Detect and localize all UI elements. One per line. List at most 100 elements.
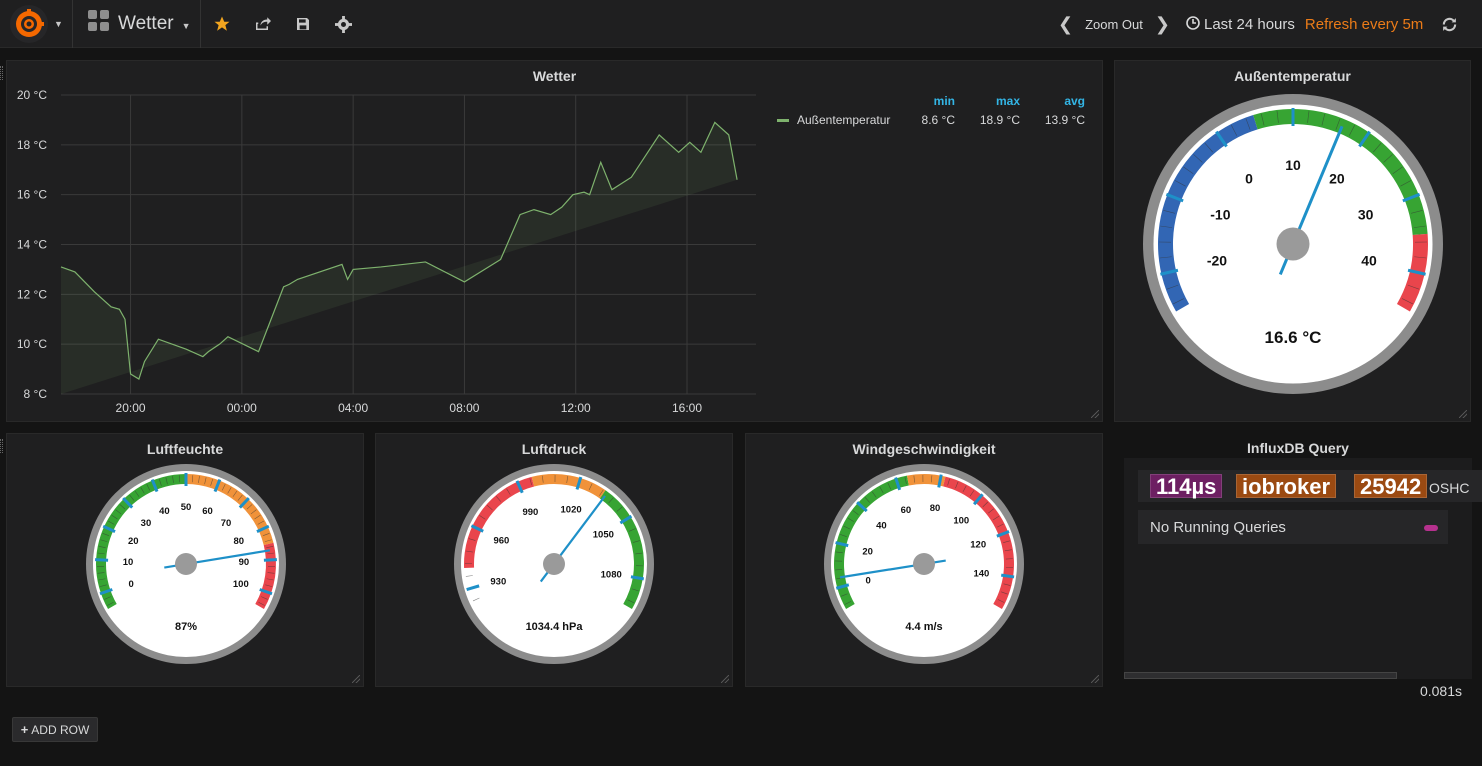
gauge-minor-tick — [472, 597, 480, 602]
legend-series-name: Außentemperatur — [797, 113, 891, 127]
gauge-major-tick — [835, 541, 849, 548]
legend-max-value: 18.9 °C — [979, 113, 1020, 127]
gauge-minor-tick — [104, 596, 111, 600]
series-line-aussentemperatur[interactable] — [60, 121, 738, 380]
add-row-label: ADD ROW — [31, 722, 90, 737]
panel-title[interactable]: InfluxDB Query — [1247, 440, 1349, 456]
gauge-major-tick — [259, 588, 273, 596]
resize-handle-icon[interactable] — [1091, 675, 1099, 683]
gear-icon[interactable] — [331, 12, 355, 36]
gauge-minor-tick — [1231, 124, 1238, 136]
gauge-minor-tick — [221, 483, 226, 491]
chevron-left-icon[interactable]: ❮ — [1058, 13, 1074, 34]
time-picker[interactable]: Last 24 hours Refresh every 5m — [1186, 0, 1423, 48]
star-icon[interactable] — [210, 12, 234, 36]
panel-title[interactable]: Windgeschwindigkeit — [852, 441, 996, 457]
gauge-minor-tick — [992, 515, 1000, 521]
gauge-minor-tick — [1260, 113, 1265, 126]
gauge-scale-label: 930 — [490, 576, 506, 587]
panel-title[interactable]: Wetter — [532, 68, 577, 84]
gauge-minor-tick — [871, 491, 877, 498]
legend-min-value: 8.6 °C — [921, 113, 955, 127]
resize-handle-icon[interactable] — [721, 675, 729, 683]
gauge-scale-label: 20 — [128, 536, 139, 547]
gauge-minor-tick — [864, 497, 870, 503]
gauge-minor-tick — [210, 479, 213, 486]
gauge-minor-tick — [486, 505, 493, 511]
gauge-minor-tick — [178, 475, 181, 483]
plus-icon: + — [20, 722, 29, 737]
x-tick-label: 04:00 — [338, 401, 368, 415]
gauge-minor-tick — [134, 490, 140, 497]
refresh-interval-label: Refresh every 5m — [1304, 15, 1424, 33]
gauge-minor-tick — [97, 572, 105, 574]
database-badge: iobroker — [1236, 474, 1337, 499]
influxdb-panel: InfluxDB Query — [1114, 433, 1482, 713]
gauge-color-band — [943, 476, 1014, 609]
temperature-graph: 20 °C 18 °C 16 °C 14 °C 12 °C 10 °C 8 °C 20:00 0… — [17, 88, 756, 415]
query-time: 0.081s — [1419, 683, 1462, 699]
gauge-minor-tick — [588, 483, 593, 491]
gauge-minor-tick — [261, 596, 268, 600]
gauge-major-tick — [1358, 130, 1371, 148]
gauge-minor-tick — [246, 504, 253, 510]
gauge-color-band — [599, 490, 644, 609]
gauge-value-label: 87% — [175, 621, 197, 633]
zoom-out-group: ❮ Zoom Out ❯ — [1058, 0, 1170, 48]
resize-handle-icon[interactable] — [352, 675, 360, 683]
gauge-minor-tick — [468, 538, 476, 541]
influxdb-stats-bar: 114µs iobroker 25942 OSHC — [1138, 470, 1482, 502]
gauge-value-label: 4.4 m/s — [905, 621, 942, 633]
gauge-minor-tick — [1413, 225, 1426, 228]
gauge-major-tick — [213, 478, 222, 493]
gauge-scale-label: 60 — [202, 506, 213, 517]
share-icon[interactable] — [250, 12, 274, 36]
horizontal-scrollbar[interactable] — [1124, 672, 1397, 679]
gauge-color-band — [186, 474, 274, 546]
gauge-scale-label: 80 — [930, 503, 941, 514]
save-icon[interactable] — [291, 12, 315, 36]
gauge-scale-label: 90 — [239, 557, 250, 568]
gauge-color-band — [1253, 109, 1428, 236]
refresh-icon[interactable] — [1437, 12, 1461, 36]
legend-header-max[interactable]: max — [995, 94, 1020, 108]
humidity-gauge-panel: Luftfeuchte 0 10 20 30 40 50 60 70 80 90 100 87% — [6, 433, 364, 687]
dashboard-picker[interactable]: Wetter ▼ — [88, 0, 191, 48]
temperature-gauge-panel: Außentemperatur -20 -10 0 10 20 30 40 16.6 °C — [1114, 60, 1471, 422]
gauge-major-tick — [122, 497, 134, 509]
legend-header-avg[interactable]: avg — [1064, 94, 1085, 108]
resize-handle-icon[interactable] — [1459, 410, 1467, 418]
panel-title[interactable]: Luftdruck — [521, 441, 587, 457]
gauge-scale-label: 30 — [141, 518, 152, 529]
gauge-minor-tick — [997, 523, 1004, 528]
gauge-minor-tick — [1407, 284, 1420, 290]
gauge-major-tick — [575, 476, 583, 490]
gauge-minor-tick — [107, 520, 115, 525]
legend-color-swatch[interactable] — [777, 118, 789, 122]
panel-title[interactable]: Luftfeuchte — [146, 441, 224, 457]
legend-header-min[interactable]: min — [933, 94, 955, 108]
gauge-minor-tick — [930, 475, 933, 483]
chevron-down-icon: ▼ — [181, 21, 191, 31]
x-tick-label: 08:00 — [449, 401, 479, 415]
gauge-value-label: 16.6 °C — [1265, 328, 1322, 347]
panel-title[interactable]: Außentemperatur — [1234, 68, 1351, 84]
gauge-minor-tick — [204, 477, 207, 485]
gauge-minor-tick — [632, 588, 639, 592]
gauge-minor-tick — [102, 533, 110, 536]
legend-series-item[interactable]: Außentemperatur — [777, 113, 890, 127]
add-row-button[interactable]: + ADD ROW — [12, 717, 98, 742]
gauge-scale-label: 960 — [493, 536, 509, 547]
chevron-right-icon[interactable]: ❯ — [1154, 13, 1170, 34]
gauge-scale-label: -10 — [1210, 207, 1230, 223]
gauge-major-tick — [95, 558, 109, 562]
x-tick-label: 12:00 — [561, 401, 591, 415]
gauge-minor-tick — [852, 510, 859, 515]
zoom-out-button[interactable]: Zoom Out — [1085, 16, 1143, 32]
resize-handle-icon[interactable] — [1091, 410, 1099, 418]
row-drag-handle[interactable] — [0, 66, 3, 80]
row-drag-handle[interactable] — [0, 439, 3, 453]
gauge-minor-tick — [616, 506, 623, 512]
grafana-menu-button[interactable]: ▼ — [0, 0, 70, 48]
